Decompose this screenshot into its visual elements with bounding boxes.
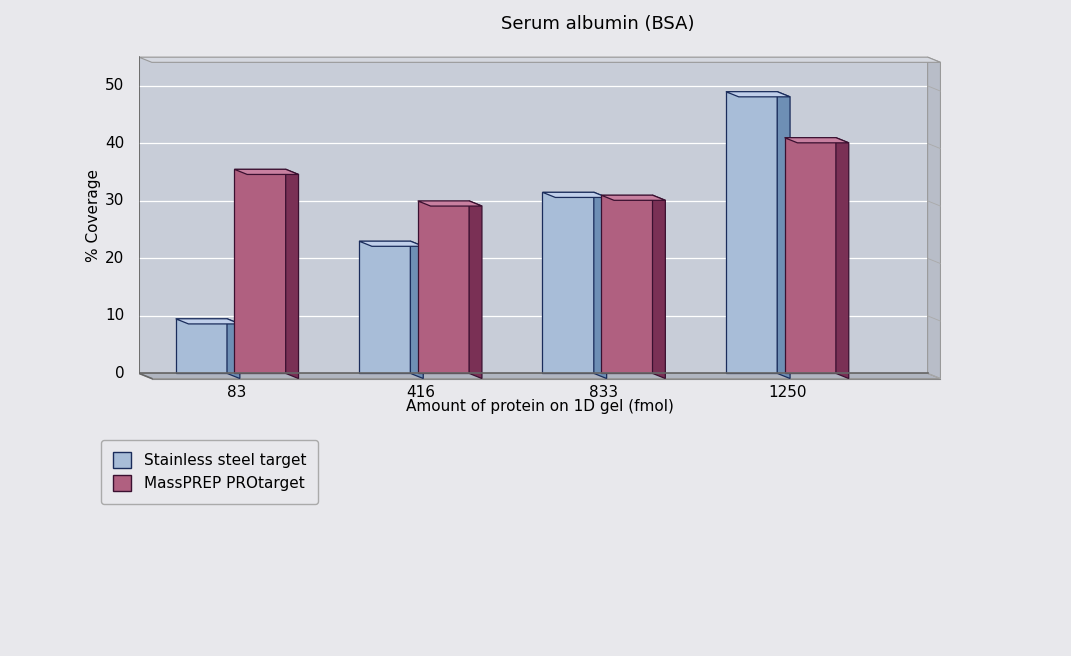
Text: Amount of protein on 1D gel (fmol): Amount of protein on 1D gel (fmol) [406,399,674,414]
Polygon shape [726,92,778,373]
Text: 83: 83 [227,386,246,400]
Polygon shape [927,57,940,379]
Polygon shape [601,195,652,373]
Text: 30: 30 [105,194,124,209]
Polygon shape [778,92,790,379]
Text: 416: 416 [406,386,435,400]
Text: 1250: 1250 [768,386,806,400]
Polygon shape [359,241,423,246]
Polygon shape [469,201,482,379]
Polygon shape [176,319,240,324]
Polygon shape [235,169,286,373]
Polygon shape [726,92,790,97]
Polygon shape [227,319,240,379]
Text: 50: 50 [105,79,124,93]
Polygon shape [410,241,423,379]
Title: Serum albumin (BSA): Serum albumin (BSA) [501,15,694,33]
Polygon shape [543,192,593,373]
Legend: Stainless steel target, MassPREP PROtarget: Stainless steel target, MassPREP PROtarg… [101,440,318,504]
Polygon shape [785,138,848,143]
Polygon shape [286,169,299,379]
Polygon shape [601,195,665,200]
Polygon shape [785,138,835,373]
Polygon shape [593,192,606,379]
Polygon shape [835,138,848,379]
Polygon shape [235,169,299,174]
Polygon shape [139,57,940,62]
Text: 10: 10 [105,308,124,323]
Polygon shape [418,201,469,373]
Text: 833: 833 [589,386,618,400]
Polygon shape [652,195,665,379]
Polygon shape [543,192,606,197]
Polygon shape [176,319,227,373]
Text: % Coverage: % Coverage [86,169,101,262]
Text: 40: 40 [105,136,124,151]
Text: 0: 0 [115,366,124,381]
Polygon shape [359,241,410,373]
Polygon shape [139,57,927,373]
Polygon shape [418,201,482,206]
Polygon shape [139,373,940,379]
Text: 20: 20 [105,251,124,266]
